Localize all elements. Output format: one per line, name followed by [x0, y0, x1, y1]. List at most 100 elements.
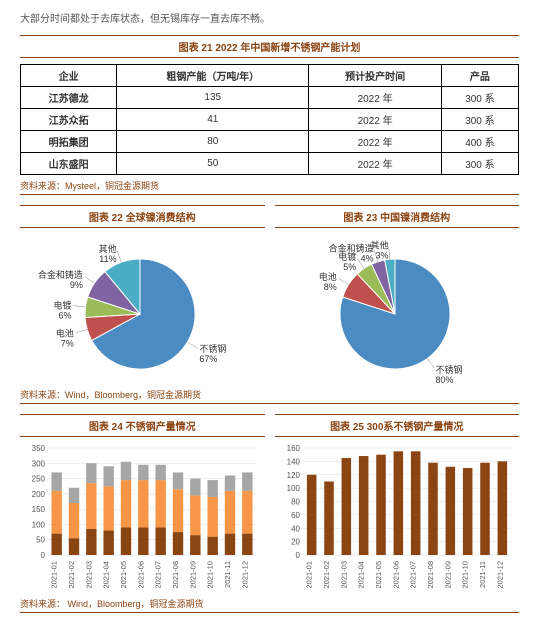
- bar-segment: [86, 483, 96, 529]
- x-tick: 2021-04: [102, 561, 111, 589]
- bar-segment: [173, 532, 183, 555]
- table-cell: 80: [117, 131, 309, 153]
- bar-segment: [190, 495, 200, 535]
- y-tick: 300: [32, 459, 46, 468]
- pie-label: 电池8%: [318, 271, 336, 292]
- x-tick: 2021-05: [374, 561, 383, 589]
- table-cell: 300 系: [441, 109, 518, 131]
- pie-label: 不锈钢80%: [435, 364, 462, 385]
- x-tick: 2021-06: [391, 561, 400, 589]
- chart2425-source: 资料来源： Wind，Bloomberg，铜冠金源期货: [20, 597, 519, 613]
- pie-label: 电镀6%: [54, 299, 72, 320]
- y-tick: 60: [291, 511, 300, 520]
- bar-segment: [138, 480, 148, 527]
- x-tick: 2021-02: [67, 561, 76, 589]
- bar-segment: [173, 472, 183, 489]
- chart21-source: 资料来源：Mysteel，铜冠金源期货: [20, 179, 519, 195]
- bar-segment: [138, 527, 148, 555]
- table-header: 预计投产时间: [309, 65, 442, 87]
- x-tick: 2021-08: [426, 561, 435, 589]
- bar-segment: [51, 472, 61, 490]
- table-header: 企业: [21, 65, 117, 87]
- bar-segment: [155, 480, 165, 527]
- chart22-title: 图表 22 全球镍消费结构: [20, 205, 265, 228]
- table-cell: 2022 年: [309, 153, 442, 175]
- bar-segment: [190, 479, 200, 496]
- bar-segment: [51, 534, 61, 555]
- bar: [376, 455, 386, 555]
- x-tick: 2021-07: [154, 561, 163, 589]
- pie-label: 合金和铸造9%: [38, 269, 83, 290]
- bar: [428, 463, 438, 555]
- pie-label: 电镀5%: [338, 251, 356, 272]
- x-tick: 2021-02: [322, 561, 331, 589]
- bar: [462, 468, 472, 555]
- bar-segment: [173, 489, 183, 532]
- bar-segment: [207, 537, 217, 555]
- table-cell: 明拓集团: [21, 131, 117, 153]
- bar-segment: [103, 486, 113, 530]
- y-tick: 20: [291, 538, 300, 547]
- table-cell: 135: [117, 87, 309, 109]
- x-tick: 2021-08: [171, 561, 180, 589]
- bar-segment: [207, 497, 217, 537]
- x-tick: 2021-04: [356, 561, 365, 589]
- bar: [393, 451, 403, 555]
- y-tick: 250: [32, 475, 46, 484]
- bar-segment: [242, 534, 252, 555]
- bar-segment: [225, 491, 235, 534]
- x-tick: 2021-12: [240, 561, 249, 589]
- bar-segment: [86, 529, 96, 555]
- bar-segment: [225, 534, 235, 555]
- table-header: 粗钢产能（万吨/年）: [117, 65, 309, 87]
- chart23-pie: 不锈钢80%电池8%电镀5%合金和铸造4%其他3%: [275, 234, 520, 384]
- chart22-pie: 不锈钢67%电池7%电镀6%合金和铸造9%其他11%: [20, 234, 265, 384]
- bar: [341, 458, 351, 555]
- y-tick: 140: [286, 457, 300, 466]
- x-tick: 2021-11: [223, 561, 232, 588]
- chart21-table: 企业粗钢产能（万吨/年）预计投产时间产品 江苏德龙1352022 年300 系江…: [20, 64, 519, 175]
- table-cell: 41: [117, 109, 309, 131]
- bar-segment: [190, 535, 200, 555]
- table-cell: 300 系: [441, 153, 518, 175]
- chart25-title: 图表 25 300系不锈钢产量情况: [275, 414, 520, 437]
- table-cell: 2022 年: [309, 87, 442, 109]
- x-tick: 2021-05: [119, 561, 128, 589]
- x-tick: 2021-03: [84, 561, 93, 589]
- y-tick: 350: [32, 444, 46, 453]
- table-row: 江苏德龙1352022 年300 系: [21, 87, 519, 109]
- table-header: 产品: [441, 65, 518, 87]
- pie-label: 电池7%: [56, 327, 74, 348]
- y-tick: 50: [36, 536, 45, 545]
- table-cell: 2022 年: [309, 131, 442, 153]
- bar-segment: [69, 538, 79, 555]
- chart24-title: 图表 24 不锈钢产量情况: [20, 414, 265, 437]
- bar-segment: [207, 480, 217, 497]
- bar-segment: [69, 503, 79, 538]
- bar-segment: [69, 488, 79, 503]
- bar-segment: [242, 472, 252, 490]
- bar: [324, 481, 334, 555]
- x-tick: 2021-09: [188, 561, 197, 589]
- bar: [497, 461, 507, 555]
- bar-segment: [138, 465, 148, 480]
- y-tick: 100: [32, 520, 46, 529]
- y-tick: 120: [286, 471, 300, 480]
- bar-segment: [242, 491, 252, 534]
- y-tick: 0: [41, 551, 46, 560]
- bar-segment: [155, 465, 165, 480]
- bar: [306, 475, 316, 555]
- x-tick: 2021-10: [460, 561, 469, 589]
- chart21-title: 图表 21 2022 年中国新增不锈钢产能计划: [20, 35, 519, 58]
- table-row: 山东盛阳502022 年300 系: [21, 153, 519, 175]
- x-tick: 2021-09: [443, 561, 452, 589]
- table-cell: 江苏众拓: [21, 109, 117, 131]
- bar-segment: [121, 527, 131, 555]
- y-tick: 40: [291, 524, 300, 533]
- table-cell: 300 系: [441, 87, 518, 109]
- chart24-bars: 0501001502002503003502021-012021-022021-…: [20, 443, 265, 593]
- x-tick: 2021-11: [478, 561, 487, 588]
- x-tick: 2021-01: [50, 561, 59, 589]
- pie-label: 不锈钢67%: [199, 343, 226, 364]
- bar: [410, 451, 420, 555]
